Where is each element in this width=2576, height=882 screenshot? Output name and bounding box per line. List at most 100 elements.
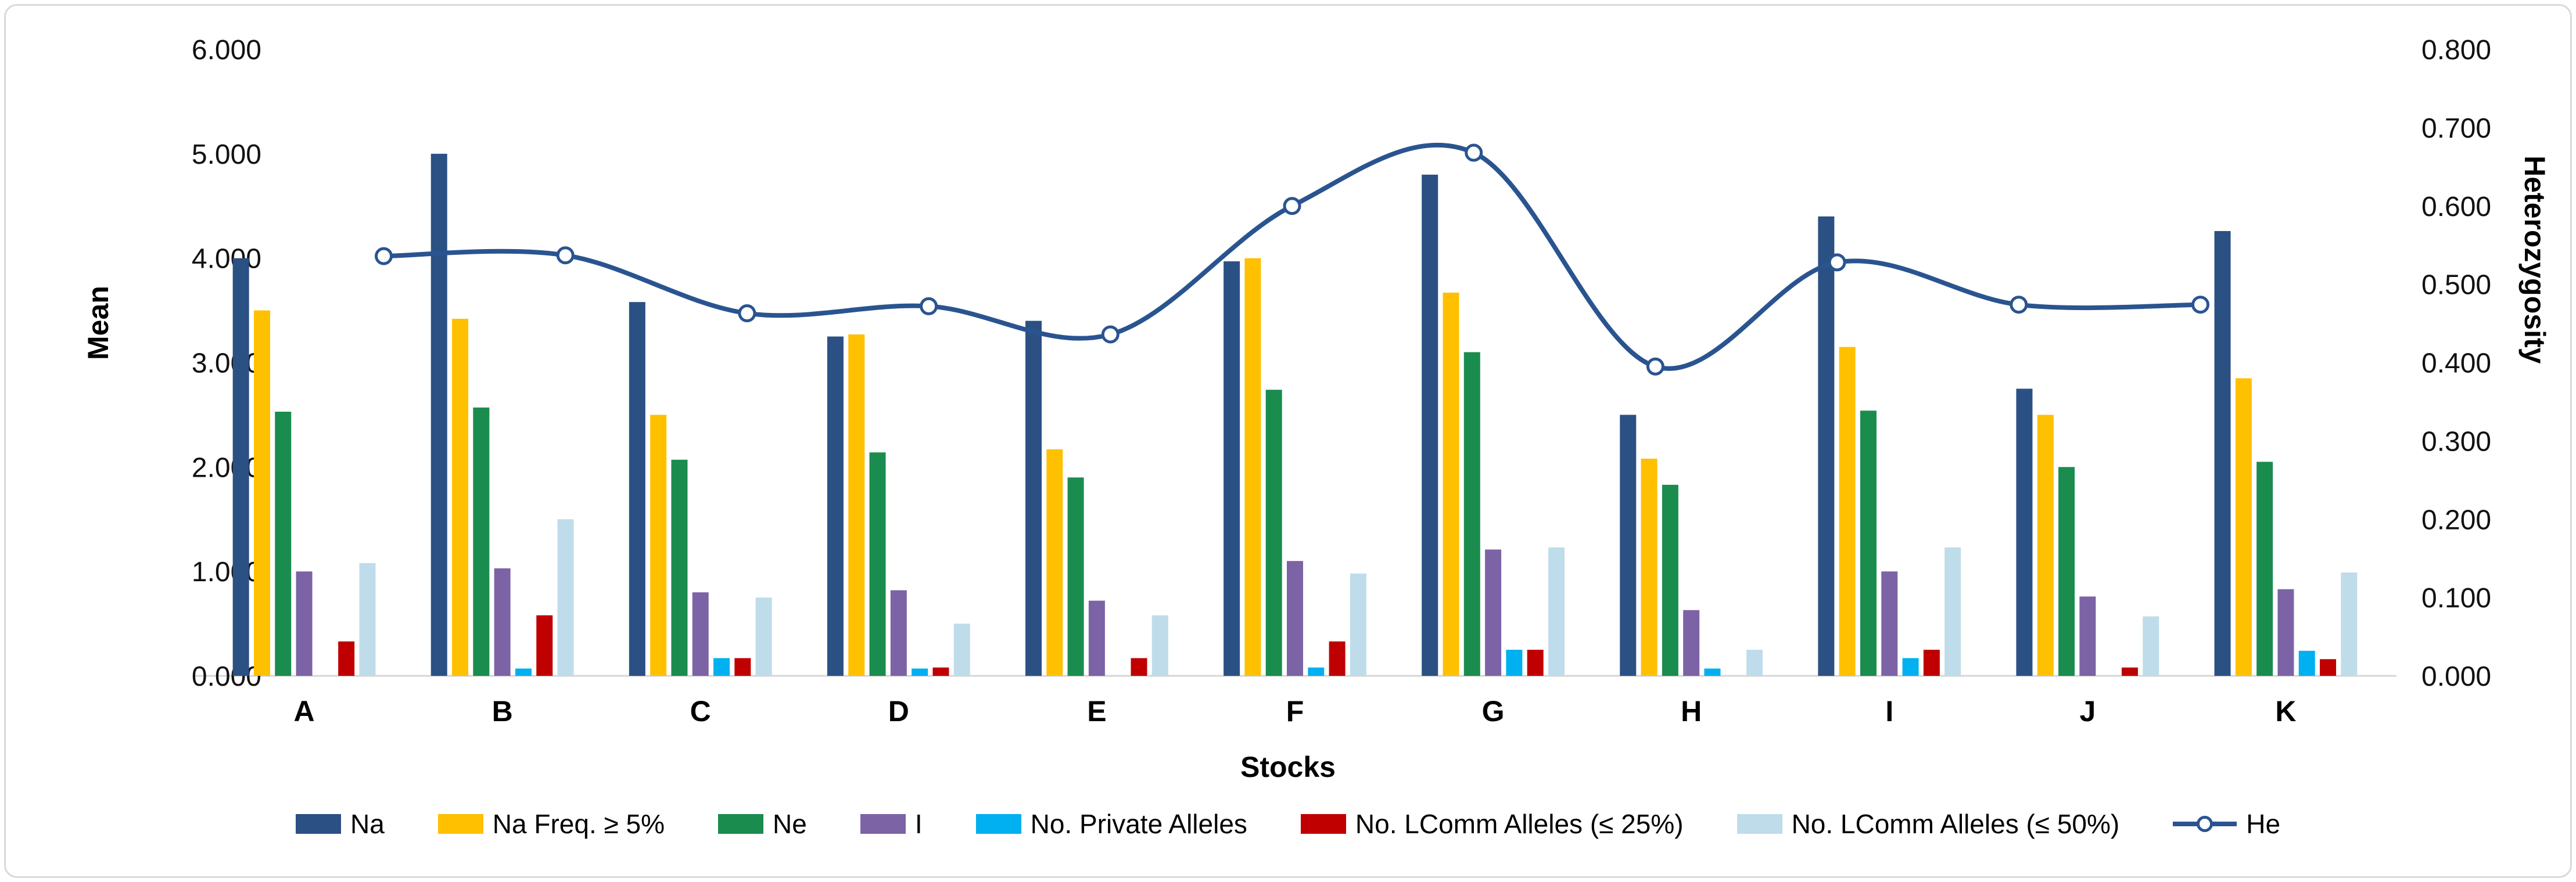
bar-ne-E bbox=[1067, 477, 1084, 676]
bar-no-lcomm-alleles-50-C bbox=[755, 597, 772, 676]
he-marker-K bbox=[2191, 296, 2209, 314]
legend-item-na: Na bbox=[295, 808, 385, 840]
right-axis-tick-0.700: 0.700 bbox=[2421, 113, 2491, 144]
bar-i-K bbox=[2277, 589, 2294, 676]
legend-swatch-na bbox=[295, 814, 341, 834]
bar-no-private-alleles-D bbox=[912, 668, 928, 676]
category-label-I: I bbox=[1885, 695, 1893, 728]
bar-na-freq-5-F bbox=[1244, 258, 1261, 676]
legend-label-ne: Ne bbox=[773, 809, 807, 839]
category-label-K: K bbox=[2275, 695, 2296, 728]
right-axis-title: Heterozygosity bbox=[2518, 156, 2551, 364]
category-label-F: F bbox=[1286, 695, 1304, 728]
left-axis-tick-1.000: 1.000 bbox=[192, 557, 261, 588]
left-axis-tick-0.000: 0.000 bbox=[192, 661, 261, 692]
bar-ne-J bbox=[2058, 467, 2075, 676]
bar-i-E bbox=[1088, 600, 1105, 676]
bar-na-D bbox=[827, 336, 844, 676]
legend-swatch-no-private-alleles bbox=[975, 814, 1021, 834]
category-label-E: E bbox=[1087, 695, 1106, 728]
right-axis-tick-0.200: 0.200 bbox=[2421, 505, 2491, 535]
bar-na-C bbox=[629, 302, 645, 676]
bar-i-B bbox=[494, 568, 511, 676]
bar-no-private-alleles-I bbox=[1902, 658, 1919, 676]
category-label-B: B bbox=[492, 695, 513, 728]
bar-na-F bbox=[1224, 261, 1240, 676]
left-axis-tick-3.000: 3.000 bbox=[192, 348, 261, 379]
bar-na-J bbox=[2016, 388, 2033, 676]
bar-no-private-alleles-B bbox=[515, 668, 532, 676]
bar-na-E bbox=[1025, 321, 1042, 676]
he-marker-H bbox=[1646, 357, 1664, 376]
he-marker-J bbox=[2010, 296, 2028, 314]
bar-na-freq-5-A bbox=[253, 310, 270, 676]
bar-no-lcomm-alleles-50-I bbox=[1944, 547, 1961, 676]
bar-no-lcomm-alleles-25-G bbox=[1527, 650, 1544, 676]
bar-no-lcomm-alleles-25-E bbox=[1131, 658, 1147, 676]
legend-swatch-no-lcomm-alleles-50 bbox=[1737, 814, 1782, 834]
bar-na-G bbox=[1422, 174, 1438, 676]
bar-na-freq-5-E bbox=[1046, 449, 1063, 676]
bar-na-freq-5-H bbox=[1641, 458, 1657, 676]
legend-swatch-i bbox=[860, 814, 906, 834]
right-axis-tick-0.300: 0.300 bbox=[2421, 426, 2491, 457]
chart-legend: Na Na Freq. ≥ 5% Ne I No. Private Alleles No.… bbox=[0, 808, 2576, 840]
bar-ne-B bbox=[473, 407, 490, 676]
right-axis-tick-0.500: 0.500 bbox=[2421, 270, 2491, 301]
legend-swatch-na-freq-5 bbox=[437, 814, 483, 834]
bar-ne-C bbox=[671, 459, 688, 676]
he-marker-I bbox=[1828, 253, 1846, 272]
he-marker-B bbox=[556, 246, 575, 265]
bar-na-A bbox=[232, 258, 249, 676]
he-marker-F bbox=[1283, 197, 1301, 215]
legend-label-i: I bbox=[914, 809, 923, 839]
legend-item-he: He bbox=[2173, 808, 2280, 840]
he-line-marker-icon bbox=[2173, 813, 2237, 834]
left-axis-tick-5.000: 5.000 bbox=[192, 139, 261, 170]
bar-no-lcomm-alleles-50-E bbox=[1151, 615, 1168, 676]
bar-na-freq-5-B bbox=[452, 318, 469, 676]
category-label-J: J bbox=[2079, 695, 2096, 728]
right-axis-tick-0.000: 0.000 bbox=[2421, 661, 2491, 692]
bar-ne-G bbox=[1463, 352, 1480, 676]
bar-ne-K bbox=[2256, 462, 2273, 676]
bar-i-C bbox=[692, 592, 709, 676]
legend-label-na: Na bbox=[350, 809, 385, 839]
right-axis-tick-0.600: 0.600 bbox=[2421, 192, 2491, 222]
bar-na-K bbox=[2214, 231, 2231, 676]
bar-no-lcomm-alleles-25-C bbox=[734, 658, 751, 676]
bar-no-lcomm-alleles-25-I bbox=[1923, 650, 1940, 676]
he-marker-A bbox=[375, 247, 393, 265]
bar-no-lcomm-alleles-25-F bbox=[1329, 641, 1346, 676]
bar-na-I bbox=[1818, 216, 1835, 676]
bar-no-private-alleles-K bbox=[2298, 650, 2315, 676]
legend-item-no-lcomm-alleles-50: No. LComm Alleles (≤ 50%) bbox=[1737, 808, 2119, 840]
bar-na-freq-5-C bbox=[650, 415, 667, 676]
category-label-A: A bbox=[293, 695, 314, 728]
right-axis-tick-0.800: 0.800 bbox=[2421, 35, 2491, 66]
bar-no-lcomm-alleles-25-A bbox=[338, 641, 355, 676]
left-axis-title: Mean bbox=[82, 286, 114, 360]
bar-no-lcomm-alleles-25-D bbox=[932, 667, 949, 676]
bar-no-lcomm-alleles-25-K bbox=[2320, 659, 2337, 676]
bar-i-F bbox=[1287, 561, 1303, 676]
bar-no-lcomm-alleles-50-H bbox=[1746, 650, 1763, 676]
legend-label-no-lcomm-alleles-25: No. LComm Alleles (≤ 25%) bbox=[1355, 809, 1684, 839]
bar-na-freq-5-I bbox=[1839, 347, 1856, 676]
legend-swatch-ne bbox=[718, 814, 764, 834]
bar-na-freq-5-G bbox=[1443, 293, 1459, 676]
he-line bbox=[383, 142, 2201, 371]
bar-no-private-alleles-F bbox=[1308, 667, 1325, 676]
bar-no-lcomm-alleles-50-J bbox=[2143, 616, 2159, 676]
legend-item-no-private-alleles: No. Private Alleles bbox=[975, 808, 1247, 840]
bar-na-B bbox=[430, 153, 447, 676]
legend-item-no-lcomm-alleles-25: No. LComm Alleles (≤ 25%) bbox=[1300, 808, 1684, 840]
bar-no-lcomm-alleles-25-B bbox=[536, 615, 553, 676]
bar-ne-H bbox=[1662, 484, 1678, 676]
bar-no-private-alleles-G bbox=[1506, 650, 1523, 676]
category-label-C: C bbox=[690, 695, 711, 728]
left-axis-tick-6.000: 6.000 bbox=[192, 35, 261, 66]
legend-label-na-freq-5: Na Freq. ≥ 5% bbox=[492, 809, 665, 839]
